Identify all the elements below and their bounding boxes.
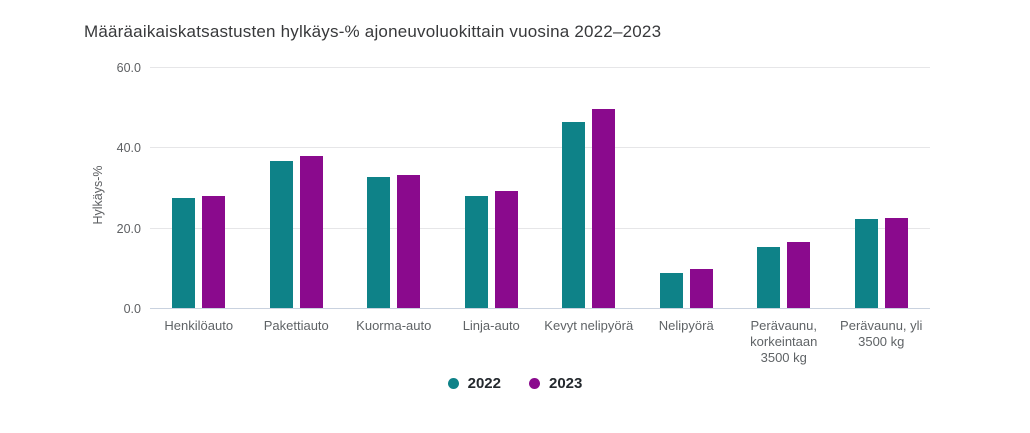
bar-2022-category-5[interactable] [562, 122, 586, 308]
chart-title: Määräaikaiskatsastusten hylkäys-% ajoneu… [84, 22, 662, 41]
legend-label-2022: 2022 [467, 375, 501, 392]
x-category-label-8: Perävaunu, yli 3500 kg [840, 318, 923, 349]
legend-marker-2023-icon [529, 378, 540, 389]
x-category-label-3: Kuorma-auto [356, 318, 432, 333]
bar-2022-category-1[interactable] [172, 197, 196, 308]
bar-2022-category-7[interactable] [757, 246, 781, 308]
gridline-y-20 [150, 227, 930, 229]
x-category-label-2: Pakettiauto [263, 318, 329, 333]
y-tick-label-40.0: 40.0 [116, 141, 141, 156]
bar-2023-category-2[interactable] [299, 155, 323, 308]
legend-marker-2022-icon [447, 378, 459, 389]
legend-item-2023[interactable]: 2023 [529, 375, 582, 392]
y-tick-label-0.0: 0.0 [123, 302, 141, 316]
gridline-y-60 [150, 67, 930, 68]
legend-item-2022[interactable]: 2022 [447, 375, 501, 392]
gridline-y-40 [150, 147, 930, 149]
x-category-label-4: Linja-auto [462, 318, 520, 333]
y-tick-label-60.0: 60.0 [116, 61, 141, 75]
x-axis-baseline [150, 308, 930, 309]
x-category-label-6: Nelipyörä [658, 318, 714, 333]
legend: 2022 2023 [0, 375, 1030, 392]
legend-label-2023: 2023 [549, 375, 583, 392]
bar-2022-category-4[interactable] [464, 195, 488, 308]
bar-2023-category-7[interactable] [787, 241, 811, 308]
bar-2023-category-3[interactable] [397, 174, 421, 308]
bar-2023-category-1[interactable] [202, 195, 226, 308]
y-tick-label-20.0: 20.0 [116, 221, 141, 236]
bar-2023-category-8[interactable] [884, 218, 908, 308]
bar-2022-category-3[interactable] [367, 177, 391, 308]
x-category-label-5: Kevyt nelipyörä [544, 318, 634, 333]
bar-2023-category-6[interactable] [689, 268, 713, 308]
x-category-label-1: Henkilöauto [164, 318, 234, 333]
bar-2023-category-5[interactable] [592, 108, 616, 308]
bar-2022-category-6[interactable] [659, 272, 683, 308]
bar-2023-category-4[interactable] [494, 190, 518, 308]
y-axis-title: Hylkäys-% [91, 165, 105, 225]
bar-2022-category-2[interactable] [269, 161, 293, 308]
plot-area [150, 67, 930, 309]
bar-2022-category-8[interactable] [854, 218, 878, 308]
x-category-label-7: Perävaunu, korkeintaan 3500 kg [750, 318, 818, 365]
